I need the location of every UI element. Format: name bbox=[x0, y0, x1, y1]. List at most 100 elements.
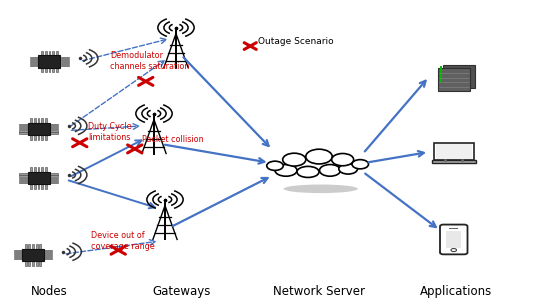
Bar bbox=[50, 128, 58, 130]
Bar bbox=[40, 261, 41, 266]
Bar bbox=[41, 184, 43, 189]
Bar bbox=[32, 261, 34, 266]
Bar bbox=[14, 258, 22, 259]
Text: Network Server: Network Server bbox=[273, 285, 365, 298]
Bar bbox=[19, 124, 28, 125]
Bar bbox=[438, 68, 470, 91]
Ellipse shape bbox=[284, 185, 358, 193]
Text: Nodes: Nodes bbox=[31, 285, 68, 298]
Bar bbox=[19, 130, 28, 131]
Bar bbox=[446, 231, 461, 247]
Bar bbox=[432, 160, 476, 163]
Text: Duty Cycle
limitations: Duty Cycle limitations bbox=[88, 122, 131, 142]
Bar bbox=[37, 184, 40, 189]
Bar bbox=[32, 244, 34, 249]
Bar bbox=[19, 126, 28, 127]
Bar bbox=[56, 68, 58, 72]
Ellipse shape bbox=[275, 165, 297, 176]
Bar bbox=[36, 244, 37, 249]
Bar bbox=[40, 244, 41, 249]
Bar bbox=[50, 177, 58, 179]
Circle shape bbox=[451, 249, 456, 252]
Bar bbox=[29, 244, 30, 249]
Text: Demodulator
channels saturation: Demodulator channels saturation bbox=[110, 51, 189, 71]
Bar bbox=[434, 143, 474, 160]
Bar bbox=[60, 59, 69, 60]
Bar bbox=[44, 250, 52, 251]
Bar bbox=[436, 144, 472, 159]
Text: Outage Scenario: Outage Scenario bbox=[258, 37, 334, 46]
Bar bbox=[60, 61, 69, 62]
Ellipse shape bbox=[339, 164, 358, 174]
Bar bbox=[41, 68, 43, 72]
FancyBboxPatch shape bbox=[440, 225, 467, 254]
Ellipse shape bbox=[320, 165, 340, 176]
Bar bbox=[25, 244, 26, 249]
Bar bbox=[48, 51, 51, 55]
Bar bbox=[44, 252, 52, 253]
Bar bbox=[50, 124, 58, 125]
Bar bbox=[14, 254, 22, 255]
Bar bbox=[34, 184, 36, 189]
Bar bbox=[45, 51, 47, 55]
Text: Applications: Applications bbox=[420, 285, 493, 298]
Bar bbox=[45, 135, 47, 140]
Bar bbox=[30, 65, 38, 66]
Bar bbox=[30, 61, 38, 62]
Bar bbox=[41, 51, 43, 55]
Bar bbox=[440, 66, 442, 82]
Text: Gateways: Gateways bbox=[152, 285, 211, 298]
Ellipse shape bbox=[352, 160, 368, 169]
Bar bbox=[41, 167, 43, 172]
Bar bbox=[449, 228, 458, 230]
Bar bbox=[29, 261, 30, 266]
Bar bbox=[56, 51, 58, 55]
Bar bbox=[22, 249, 44, 261]
Bar bbox=[19, 173, 28, 174]
Bar bbox=[45, 118, 47, 123]
Bar bbox=[50, 133, 58, 134]
Bar bbox=[44, 258, 52, 259]
Bar bbox=[37, 118, 40, 123]
Bar bbox=[41, 135, 43, 140]
Bar bbox=[19, 180, 28, 181]
Bar bbox=[30, 63, 38, 64]
Bar bbox=[19, 177, 28, 179]
Bar bbox=[52, 51, 54, 55]
Bar bbox=[14, 250, 22, 251]
Bar bbox=[50, 176, 58, 177]
Bar bbox=[45, 68, 47, 72]
Bar bbox=[44, 256, 52, 257]
Bar bbox=[37, 135, 40, 140]
Bar bbox=[30, 167, 32, 172]
Bar bbox=[34, 118, 36, 123]
Bar bbox=[14, 256, 22, 257]
Bar bbox=[45, 167, 47, 172]
Bar bbox=[19, 182, 28, 183]
Text: Packet collision: Packet collision bbox=[142, 135, 204, 144]
Bar bbox=[30, 59, 38, 60]
Ellipse shape bbox=[283, 153, 306, 166]
Bar bbox=[34, 167, 36, 172]
Ellipse shape bbox=[267, 161, 283, 170]
Bar bbox=[41, 118, 43, 123]
Bar bbox=[50, 182, 58, 183]
Bar bbox=[39, 55, 60, 68]
Bar bbox=[19, 128, 28, 130]
Bar bbox=[30, 118, 32, 123]
Bar bbox=[25, 261, 26, 266]
Bar bbox=[30, 135, 32, 140]
Bar bbox=[28, 172, 50, 184]
Ellipse shape bbox=[297, 166, 319, 177]
Bar bbox=[30, 184, 32, 189]
Ellipse shape bbox=[306, 149, 332, 164]
Bar bbox=[443, 65, 475, 88]
Bar bbox=[50, 130, 58, 131]
Bar bbox=[50, 180, 58, 181]
Bar bbox=[50, 126, 58, 127]
Bar bbox=[30, 57, 38, 58]
Bar bbox=[44, 254, 52, 255]
Bar bbox=[48, 68, 51, 72]
Ellipse shape bbox=[332, 154, 354, 166]
Bar bbox=[28, 123, 50, 135]
